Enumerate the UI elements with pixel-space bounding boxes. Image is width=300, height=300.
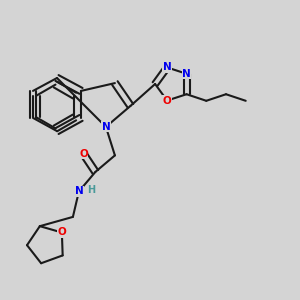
Text: N: N bbox=[74, 186, 83, 197]
Text: O: O bbox=[163, 95, 172, 106]
Text: N: N bbox=[182, 69, 191, 79]
Text: N: N bbox=[163, 62, 172, 73]
Text: N: N bbox=[101, 122, 110, 132]
Text: H: H bbox=[87, 185, 95, 195]
Text: O: O bbox=[79, 149, 88, 159]
Text: O: O bbox=[58, 227, 66, 238]
